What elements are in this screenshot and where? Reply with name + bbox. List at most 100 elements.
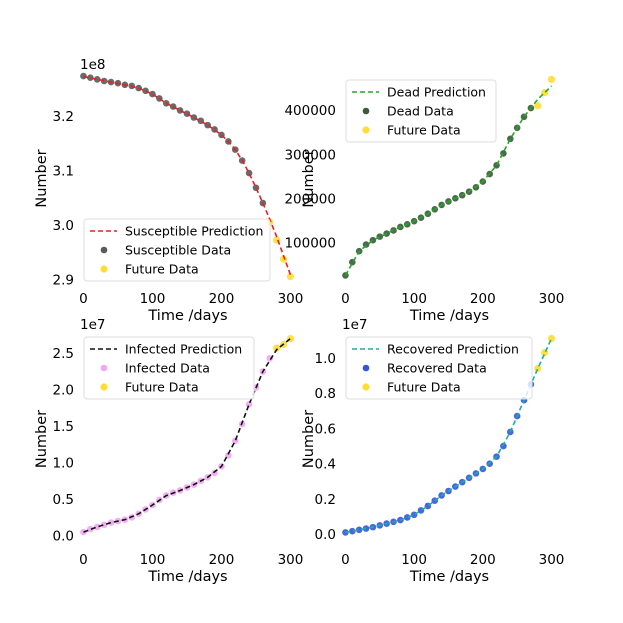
prediction-line — [344, 85, 553, 276]
observed-data-point — [93, 76, 101, 83]
x-axis-label: Time /days — [409, 308, 489, 324]
legend-data-swatch — [362, 364, 370, 372]
y-tick-label: 0.8 — [315, 386, 336, 402]
future-data-point — [286, 272, 295, 281]
y-tick-label: 200000 — [284, 191, 336, 207]
legend: Infected Prediction Infected Data Future D… — [83, 336, 255, 400]
observed-data-point — [376, 233, 384, 240]
legend: Dead Prediction Dead Data Future Data — [345, 79, 497, 143]
observed-data-point — [87, 74, 94, 82]
legend: Recovered Prediction Recovered Data Future… — [345, 336, 533, 400]
y-tick-label: 0.2 — [315, 492, 336, 508]
y-tick-label: 3.2 — [53, 109, 74, 125]
legend-entry-label: Dead Data — [387, 104, 454, 119]
legend-frame — [83, 218, 271, 282]
x-axis-label: Time /days — [409, 569, 489, 585]
y-tick-label: 1.0 — [315, 351, 336, 367]
observed-data-point — [100, 77, 108, 85]
subplot-1: 0 100 200 300 2.9 3.0 3.1 3.2 Time /days Number 1e… — [34, 57, 303, 324]
legend-data-swatch — [100, 246, 108, 254]
prediction-line — [83, 75, 292, 276]
y-tick-label: 1.0 — [53, 456, 74, 472]
y-axis-label: Number — [34, 410, 50, 468]
legend: Susceptible Prediction Susceptible Data Fu… — [83, 218, 271, 282]
x-tick-label: 0 — [79, 552, 88, 568]
observed-data-point — [142, 87, 149, 95]
legend-frame — [83, 336, 255, 400]
observed-data-point — [176, 107, 184, 114]
y-offset-multiplier: 1e7 — [80, 317, 105, 333]
legend-entry-label: Future Data — [387, 123, 461, 138]
y-tick-label: 0.4 — [315, 457, 336, 473]
observed-data-point — [80, 528, 87, 536]
legend-entry-label: Infected Data — [125, 361, 210, 376]
legend-entry-label: Recovered Prediction — [387, 342, 519, 357]
x-tick-label: 200 — [470, 291, 496, 307]
legend-entry-label: Infected Prediction — [125, 342, 242, 357]
subplot-4: 0 100 200 300 0.0 0.2 0.4 0.6 0.8 1.0 Time /days Nu… — [301, 317, 564, 585]
legend-future-swatch — [100, 265, 108, 273]
x-tick-label: 0 — [79, 291, 88, 307]
observed-data-point — [245, 401, 253, 408]
observed-data-point — [349, 527, 356, 535]
observed-data-point — [87, 525, 94, 533]
y-tick-label: 0.0 — [315, 527, 336, 543]
y-tick-label: 100000 — [284, 235, 336, 251]
x-tick-label: 200 — [209, 291, 235, 307]
legend-frame — [345, 79, 497, 143]
observed-data-point — [231, 437, 239, 445]
y-axis-label: Number — [301, 149, 317, 207]
x-tick-label: 300 — [278, 552, 304, 568]
observed-data-point — [252, 184, 260, 192]
y-axis-label: Number — [34, 149, 50, 207]
x-tick-label: 300 — [539, 291, 565, 307]
legend-frame — [345, 336, 533, 400]
observed-data-point — [100, 521, 108, 529]
legend-data-swatch — [100, 364, 108, 372]
legend-entry-label: Dead Prediction — [387, 85, 486, 100]
y-offset-multiplier: 1e7 — [342, 317, 367, 333]
observed-data-point — [190, 114, 198, 121]
y-tick-label: 3.1 — [53, 163, 74, 179]
x-tick-label: 100 — [140, 291, 166, 307]
subplot-3: 0 100 200 300 0.0 0.5 1.0 1.5 2.0 2.5 Time /days Nu… — [34, 317, 303, 585]
future-data-point — [547, 334, 556, 343]
y-tick-label: 2.0 — [53, 383, 74, 399]
x-tick-label: 200 — [209, 552, 235, 568]
x-tick-label: 0 — [341, 552, 350, 568]
observed-data-point — [403, 514, 411, 521]
y-tick-label: 400000 — [284, 103, 336, 119]
y-tick-label: 2.5 — [53, 346, 74, 362]
future-data-point — [273, 344, 281, 352]
y-tick-label: 3.0 — [53, 218, 74, 234]
subplot-2: 0 100 200 300 100000 200000 300000 400000 Time /… — [284, 75, 565, 324]
y-axis-label: Number — [301, 410, 317, 468]
legend-entry-label: Future Data — [125, 380, 199, 395]
legend-future-swatch — [362, 126, 370, 134]
prediction-line — [345, 338, 553, 534]
observed-data-point — [80, 72, 87, 80]
y-tick-label: 0.0 — [53, 529, 74, 545]
y-tick-label: 2.9 — [53, 272, 74, 288]
prediction-line — [83, 337, 291, 533]
x-tick-label: 100 — [401, 291, 427, 307]
future-data-point — [534, 102, 542, 110]
x-tick-label: 100 — [401, 552, 427, 568]
future-data-point — [279, 255, 288, 263]
y-tick-label: 300000 — [284, 147, 336, 163]
x-tick-label: 300 — [278, 291, 304, 307]
legend-future-swatch — [362, 383, 370, 391]
future-data-point — [547, 75, 556, 84]
legend-data-swatch — [362, 107, 370, 115]
future-data-point — [534, 364, 542, 373]
x-axis-label: Time /days — [147, 308, 227, 324]
x-tick-label: 0 — [341, 291, 350, 307]
observed-data-point — [355, 526, 363, 534]
x-tick-label: 100 — [140, 552, 166, 568]
y-tick-label: 1.5 — [53, 419, 74, 435]
y-offset-multiplier: 1e8 — [80, 57, 105, 73]
y-tick-label: 0.6 — [315, 421, 336, 437]
x-tick-label: 200 — [470, 552, 496, 568]
observed-data-point — [245, 169, 253, 177]
